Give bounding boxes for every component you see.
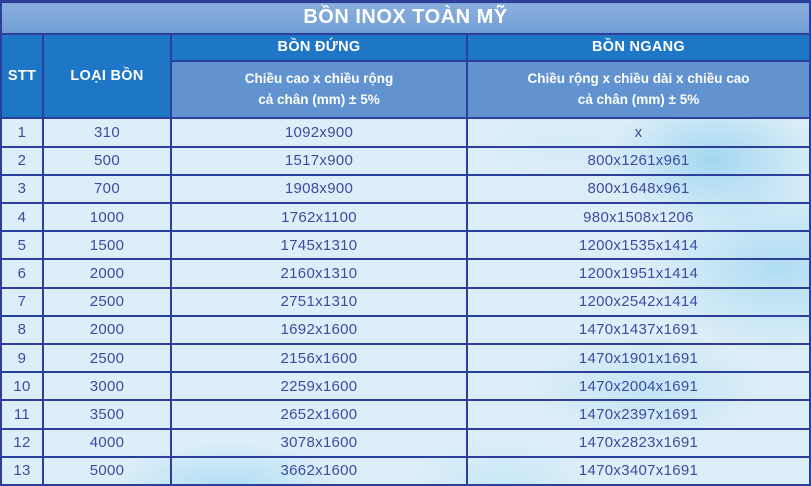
- cell-stt: 1: [0, 117, 44, 148]
- cell-bon-ngang: 1470x1437x1691: [466, 314, 811, 345]
- table-row: 2 500 1517x900 800x1261x961: [0, 145, 811, 176]
- cell-stt: 3: [0, 173, 44, 204]
- table-row: 10 3000 2259x1600 1470x2004x1691: [0, 371, 811, 402]
- cell-bon-ngang: 1200x1535x1414: [466, 230, 811, 261]
- table-row: 6 2000 2160x1310 1200x1951x1414: [0, 258, 811, 289]
- table-row: 13 5000 3662x1600 1470x3407x1691: [0, 455, 811, 486]
- cell-loai-bon: 1500: [42, 230, 172, 261]
- cell-loai-bon: 2000: [42, 314, 172, 345]
- table-row: 12 4000 3078x1600 1470x2823x1691: [0, 427, 811, 458]
- cell-bon-ngang: 1200x2542x1414: [466, 286, 811, 317]
- cell-loai-bon: 2500: [42, 342, 172, 374]
- cell-bon-ngang: 800x1648x961: [466, 173, 811, 204]
- cell-bon-dung: 2652x1600: [170, 399, 468, 430]
- table-row: 4 1000 1762x1100 980x1508x1206: [0, 201, 811, 233]
- header-row-main: STT LOẠI BỒN BỒN ĐỨNG BỒN NGANG: [0, 32, 811, 120]
- cell-loai-bon: 500: [42, 145, 172, 176]
- title-row: BỒN INOX TOÀN MỸ: [0, 0, 811, 35]
- cell-stt: 8: [0, 314, 44, 345]
- cell-bon-ngang: 1470x2823x1691: [466, 427, 811, 458]
- cell-stt: 4: [0, 201, 44, 233]
- cell-bon-ngang: 800x1261x961: [466, 145, 811, 176]
- subheader-bon-dung: Chiều cao x chiều rộng cả chân (mm) ± 5%: [170, 59, 468, 120]
- cell-loai-bon: 2500: [42, 286, 172, 317]
- cell-stt: 13: [0, 455, 44, 486]
- cell-stt: 7: [0, 286, 44, 317]
- cell-stt: 6: [0, 258, 44, 289]
- subheader-bon-ngang: Chiều rộng x chiều dài x chiều cao cả ch…: [466, 59, 811, 120]
- cell-loai-bon: 4000: [42, 427, 172, 458]
- cell-bon-dung: 3078x1600: [170, 427, 468, 458]
- table-row: 1 310 1092x900 x: [0, 117, 811, 148]
- cell-bon-dung: 1762x1100: [170, 201, 468, 233]
- header-row-sub: Chiều cao x chiều rộng cả chân (mm) ± 5%…: [1, 59, 811, 120]
- subheader-bon-ngang-line1: Chiều rộng x chiều dài x chiều cao: [527, 70, 750, 86]
- table-row: 8 2000 1692x1600 1470x1437x1691: [0, 314, 811, 345]
- cell-loai-bon: 3500: [42, 399, 172, 430]
- table-row: 3 700 1908x900 800x1648x961: [0, 173, 811, 204]
- table-row: 5 1500 1745x1310 1200x1535x1414: [0, 230, 811, 261]
- cell-bon-ngang: x: [466, 117, 811, 148]
- cell-bon-dung: 1692x1600: [170, 314, 468, 345]
- column-header-stt: STT: [0, 32, 44, 120]
- cell-loai-bon: 2000: [42, 258, 172, 289]
- cell-bon-ngang: 1470x2004x1691: [466, 371, 811, 402]
- table-row: 9 2500 2156x1600 1470x1901x1691: [0, 342, 811, 374]
- subheader-bon-dung-line2: cả chân (mm) ± 5%: [258, 91, 380, 107]
- column-header-bon-dung: BỒN ĐỨNG: [170, 32, 468, 62]
- cell-loai-bon: 1000: [42, 201, 172, 233]
- table-title: BỒN INOX TOÀN MỸ: [0, 0, 811, 35]
- cell-bon-dung: 1517x900: [170, 145, 468, 176]
- column-header-bon-ngang: BỒN NGANG: [466, 32, 811, 62]
- cell-loai-bon: 700: [42, 173, 172, 204]
- table-row: 11 3500 2652x1600 1470x2397x1691: [0, 399, 811, 430]
- cell-stt: 9: [0, 342, 44, 374]
- cell-loai-bon: 5000: [42, 455, 172, 486]
- cell-bon-dung: 1908x900: [170, 173, 468, 204]
- cell-stt: 12: [0, 427, 44, 458]
- cell-bon-dung: 1745x1310: [170, 230, 468, 261]
- cell-loai-bon: 3000: [42, 371, 172, 402]
- cell-bon-ngang: 1470x1901x1691: [466, 342, 811, 374]
- cell-stt: 11: [0, 399, 44, 430]
- cell-stt: 10: [0, 371, 44, 402]
- cell-loai-bon: 310: [42, 117, 172, 148]
- cell-stt: 5: [0, 230, 44, 261]
- cell-bon-dung: 2160x1310: [170, 258, 468, 289]
- subheader-bon-dung-line1: Chiều cao x chiều rộng: [244, 70, 394, 86]
- cell-bon-ngang: 1200x1951x1414: [466, 258, 811, 289]
- cell-bon-dung: 3662x1600: [170, 455, 468, 486]
- cell-bon-dung: 2156x1600: [170, 342, 468, 374]
- cell-bon-dung: 2751x1310: [170, 286, 468, 317]
- subheader-bon-ngang-line2: cả chân (mm) ± 5%: [577, 91, 700, 107]
- cell-bon-dung: 2259x1600: [170, 371, 468, 402]
- cell-bon-ngang: 980x1508x1206: [466, 201, 811, 233]
- cell-bon-ngang: 1470x3407x1691: [466, 455, 811, 486]
- cell-stt: 2: [0, 145, 44, 176]
- table-row: 7 2500 2751x1310 1200x2542x1414: [0, 286, 811, 317]
- column-header-loai-bon: LOẠI BỒN: [42, 32, 172, 120]
- cell-bon-dung: 1092x900: [170, 117, 468, 148]
- cell-bon-ngang: 1470x2397x1691: [466, 399, 811, 430]
